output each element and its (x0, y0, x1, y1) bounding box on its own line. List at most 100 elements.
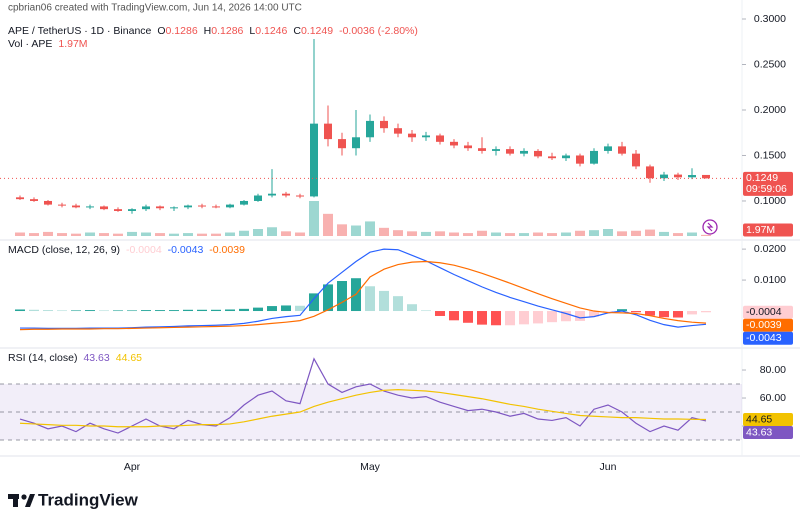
brand: TradingView (38, 490, 139, 509)
volume-bar (211, 233, 221, 236)
macd-histogram-bar (57, 310, 67, 312)
macd-histogram-bar (197, 309, 207, 312)
x-tick-label: Apr (124, 461, 141, 473)
candle-body (520, 150, 528, 154)
candle-body (660, 174, 668, 179)
macd-histogram-bar (211, 309, 221, 312)
candle-body (408, 133, 416, 138)
macd-histogram-bar (113, 310, 123, 312)
macd-histogram-bar (141, 310, 151, 312)
volume-bar (281, 231, 291, 236)
volume-bar (267, 227, 277, 236)
volume-bar (393, 230, 403, 236)
macd-histogram-bar (701, 311, 711, 313)
legend-item: Vol · APE (8, 38, 52, 50)
change: -0.0036 (-2.80%) (339, 25, 418, 37)
volume-bar (561, 232, 571, 236)
candle-body (268, 193, 276, 196)
candle-body (170, 207, 178, 209)
candle-body (44, 200, 52, 205)
price-tag-label: -0.0039 (746, 319, 782, 331)
macd-histogram-bar (463, 311, 473, 323)
candle-body (436, 135, 444, 142)
macd-histogram-bar (477, 311, 487, 325)
volume-bar (29, 233, 39, 236)
logo: TradingView (8, 490, 139, 509)
volume-bar (407, 231, 417, 236)
y-tick-label: 0.0100 (754, 274, 786, 286)
candle-body (100, 206, 108, 210)
macd-histogram-bar (15, 309, 25, 312)
macd-histogram-bar (435, 311, 445, 316)
volume-bar (15, 232, 25, 236)
legend-item: L (249, 25, 255, 37)
y-tick-label: 0.2000 (754, 104, 786, 116)
alert-icon[interactable] (702, 219, 718, 235)
candle-body (646, 166, 654, 179)
credit: cpbrian06 created with TradingView.com, … (8, 3, 302, 14)
candle-body (72, 205, 80, 208)
candle-body (296, 195, 304, 197)
volume-bar (57, 233, 67, 236)
volume-bar (687, 232, 697, 236)
price-tag (743, 223, 793, 237)
candle-body (534, 150, 542, 157)
candle-body (86, 206, 94, 208)
candle-body (576, 155, 584, 164)
macd-histogram-bar (295, 305, 305, 312)
legend-item: -0.0043 (168, 244, 204, 256)
volume-bar (505, 233, 515, 236)
candle-body (492, 149, 500, 151)
y-tick-label: 0.3000 (754, 13, 786, 25)
macd-histogram-bar (309, 293, 319, 312)
macd-histogram-bar (645, 311, 655, 316)
candle-body (16, 197, 24, 200)
volume-bar (701, 234, 711, 236)
volume-bar (351, 225, 361, 236)
macd-histogram-bar (183, 309, 193, 312)
volume-bar (253, 229, 263, 236)
volume-bar (673, 233, 683, 236)
volume-bar (295, 232, 305, 236)
logo-mark (13, 494, 18, 507)
macd-histogram-bar (43, 310, 53, 312)
candle-body (618, 146, 626, 154)
indicator-line (19, 389, 707, 428)
price-tag-label: 44.65 (746, 413, 772, 425)
volume-bar (589, 230, 599, 236)
candle-body (254, 195, 262, 201)
candle-body (548, 156, 556, 159)
volume-bar (519, 233, 529, 236)
legend-item: 0.1286 (166, 25, 198, 37)
candle-body (422, 135, 430, 138)
candle-body (478, 148, 486, 151)
price-tag (743, 331, 793, 345)
symbol: APE / TetherUS · 1D · Binance (8, 25, 152, 37)
candle-body (464, 145, 472, 149)
volume-bar (239, 230, 249, 236)
indicator-line (19, 357, 707, 434)
candle-body (632, 153, 640, 167)
legend-item: MACD (close, 12, 26, 9) (8, 244, 120, 256)
candle-body (562, 155, 570, 159)
volume-bar (645, 229, 655, 236)
macd-histogram-bar (169, 310, 179, 312)
legend: Vol · APE 1.97M (8, 38, 88, 50)
legend-item: O (157, 25, 165, 37)
macd-histogram-bar (589, 311, 599, 317)
candle-body (58, 204, 66, 206)
legend-item: C (293, 25, 301, 37)
volume-bar (491, 232, 501, 236)
volume-bar (127, 231, 137, 236)
candle-body (114, 209, 122, 211)
volume-bar (379, 227, 389, 236)
volume-bar (617, 231, 627, 236)
macd-histogram-bar (393, 296, 403, 312)
price-tag-label: -0.0043 (746, 332, 782, 344)
legend: APE / TetherUS · 1D · Binance O0.1286 H0.1… (8, 25, 418, 37)
price-tag (743, 171, 793, 196)
macd-histogram-bar (631, 311, 641, 313)
legend-item: 0.1246 (255, 25, 287, 37)
